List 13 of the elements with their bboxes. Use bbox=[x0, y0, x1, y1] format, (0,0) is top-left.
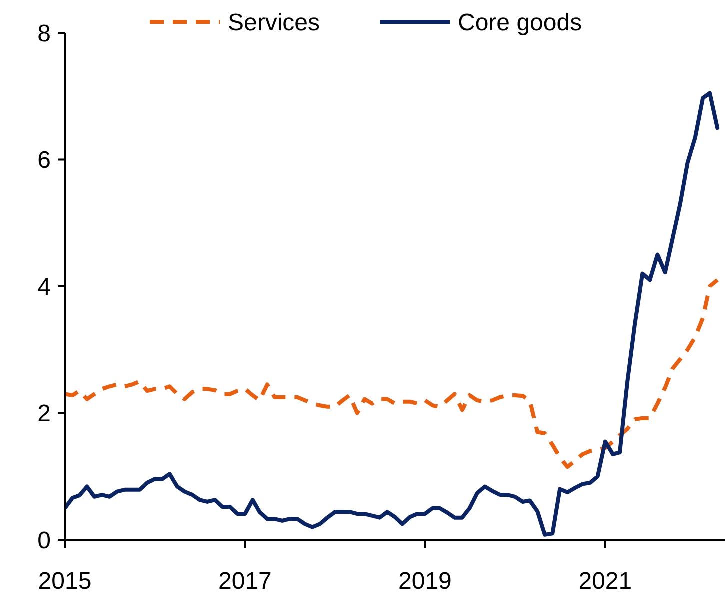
y-tick-label: 8 bbox=[38, 20, 51, 48]
x-tick-label: 2019 bbox=[398, 568, 452, 593]
y-tick-label: 6 bbox=[38, 147, 51, 174]
x-tick-label: 2021 bbox=[578, 568, 632, 593]
line-series bbox=[65, 91, 720, 537]
y-tick-label: 2 bbox=[38, 400, 51, 428]
y-tick-label: 0 bbox=[38, 527, 51, 554]
x-tick-label: 2015 bbox=[38, 568, 92, 593]
legend-label: Core goods bbox=[458, 9, 582, 36]
y-tick-label: 4 bbox=[38, 274, 51, 301]
legend-label: Services bbox=[228, 9, 320, 36]
line-series bbox=[65, 278, 720, 470]
x-tick-label: 2017 bbox=[218, 568, 272, 593]
